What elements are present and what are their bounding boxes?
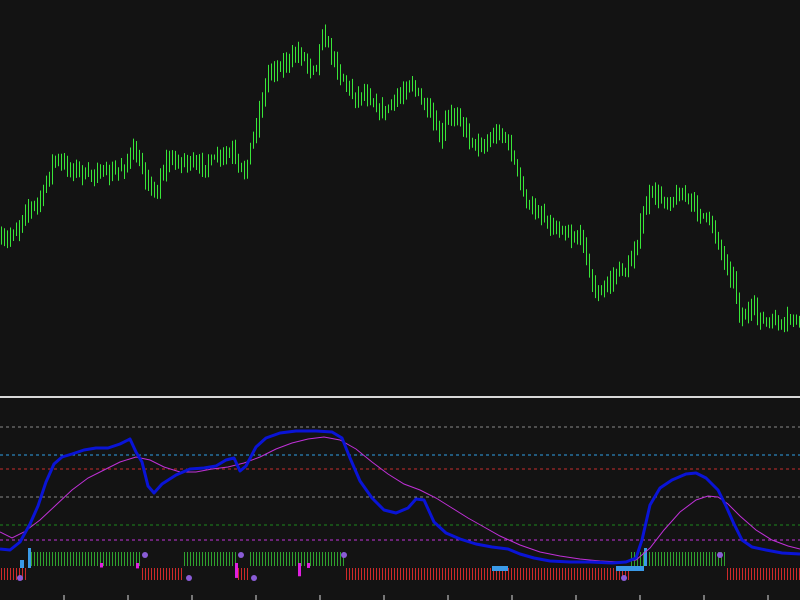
- indicator-lines: [0, 429, 800, 565]
- signal-dot: [238, 552, 244, 558]
- histogram-signal-blue: [20, 560, 24, 568]
- histogram-signal: [100, 563, 103, 568]
- price-pane[interactable]: [1, 24, 800, 333]
- indicator-dots: [17, 552, 723, 581]
- indicator-pane[interactable]: [0, 426, 800, 581]
- indicator-histogram: [1, 548, 800, 580]
- signal-dot: [621, 575, 627, 581]
- fast-oscillator-line: [0, 429, 800, 565]
- histogram-signal-blue: [492, 566, 508, 571]
- signal-dot: [186, 575, 192, 581]
- indicator-levels: [0, 426, 800, 541]
- histogram-signal: [298, 563, 301, 577]
- histogram-signal: [307, 563, 310, 568]
- time-axis-ticks: [63, 595, 769, 600]
- histogram-signal-blue: [644, 548, 647, 566]
- signal-dot: [341, 552, 347, 558]
- histogram-signal-blue: [28, 548, 31, 568]
- signal-dot: [17, 575, 23, 581]
- histogram-signal: [136, 563, 139, 569]
- signal-dot: [717, 552, 723, 558]
- signal-dot: [251, 575, 257, 581]
- histogram-signal: [235, 563, 238, 578]
- signal-dot: [142, 552, 148, 558]
- histogram-signal-blue: [616, 566, 644, 571]
- slow-signal-line: [0, 436, 800, 563]
